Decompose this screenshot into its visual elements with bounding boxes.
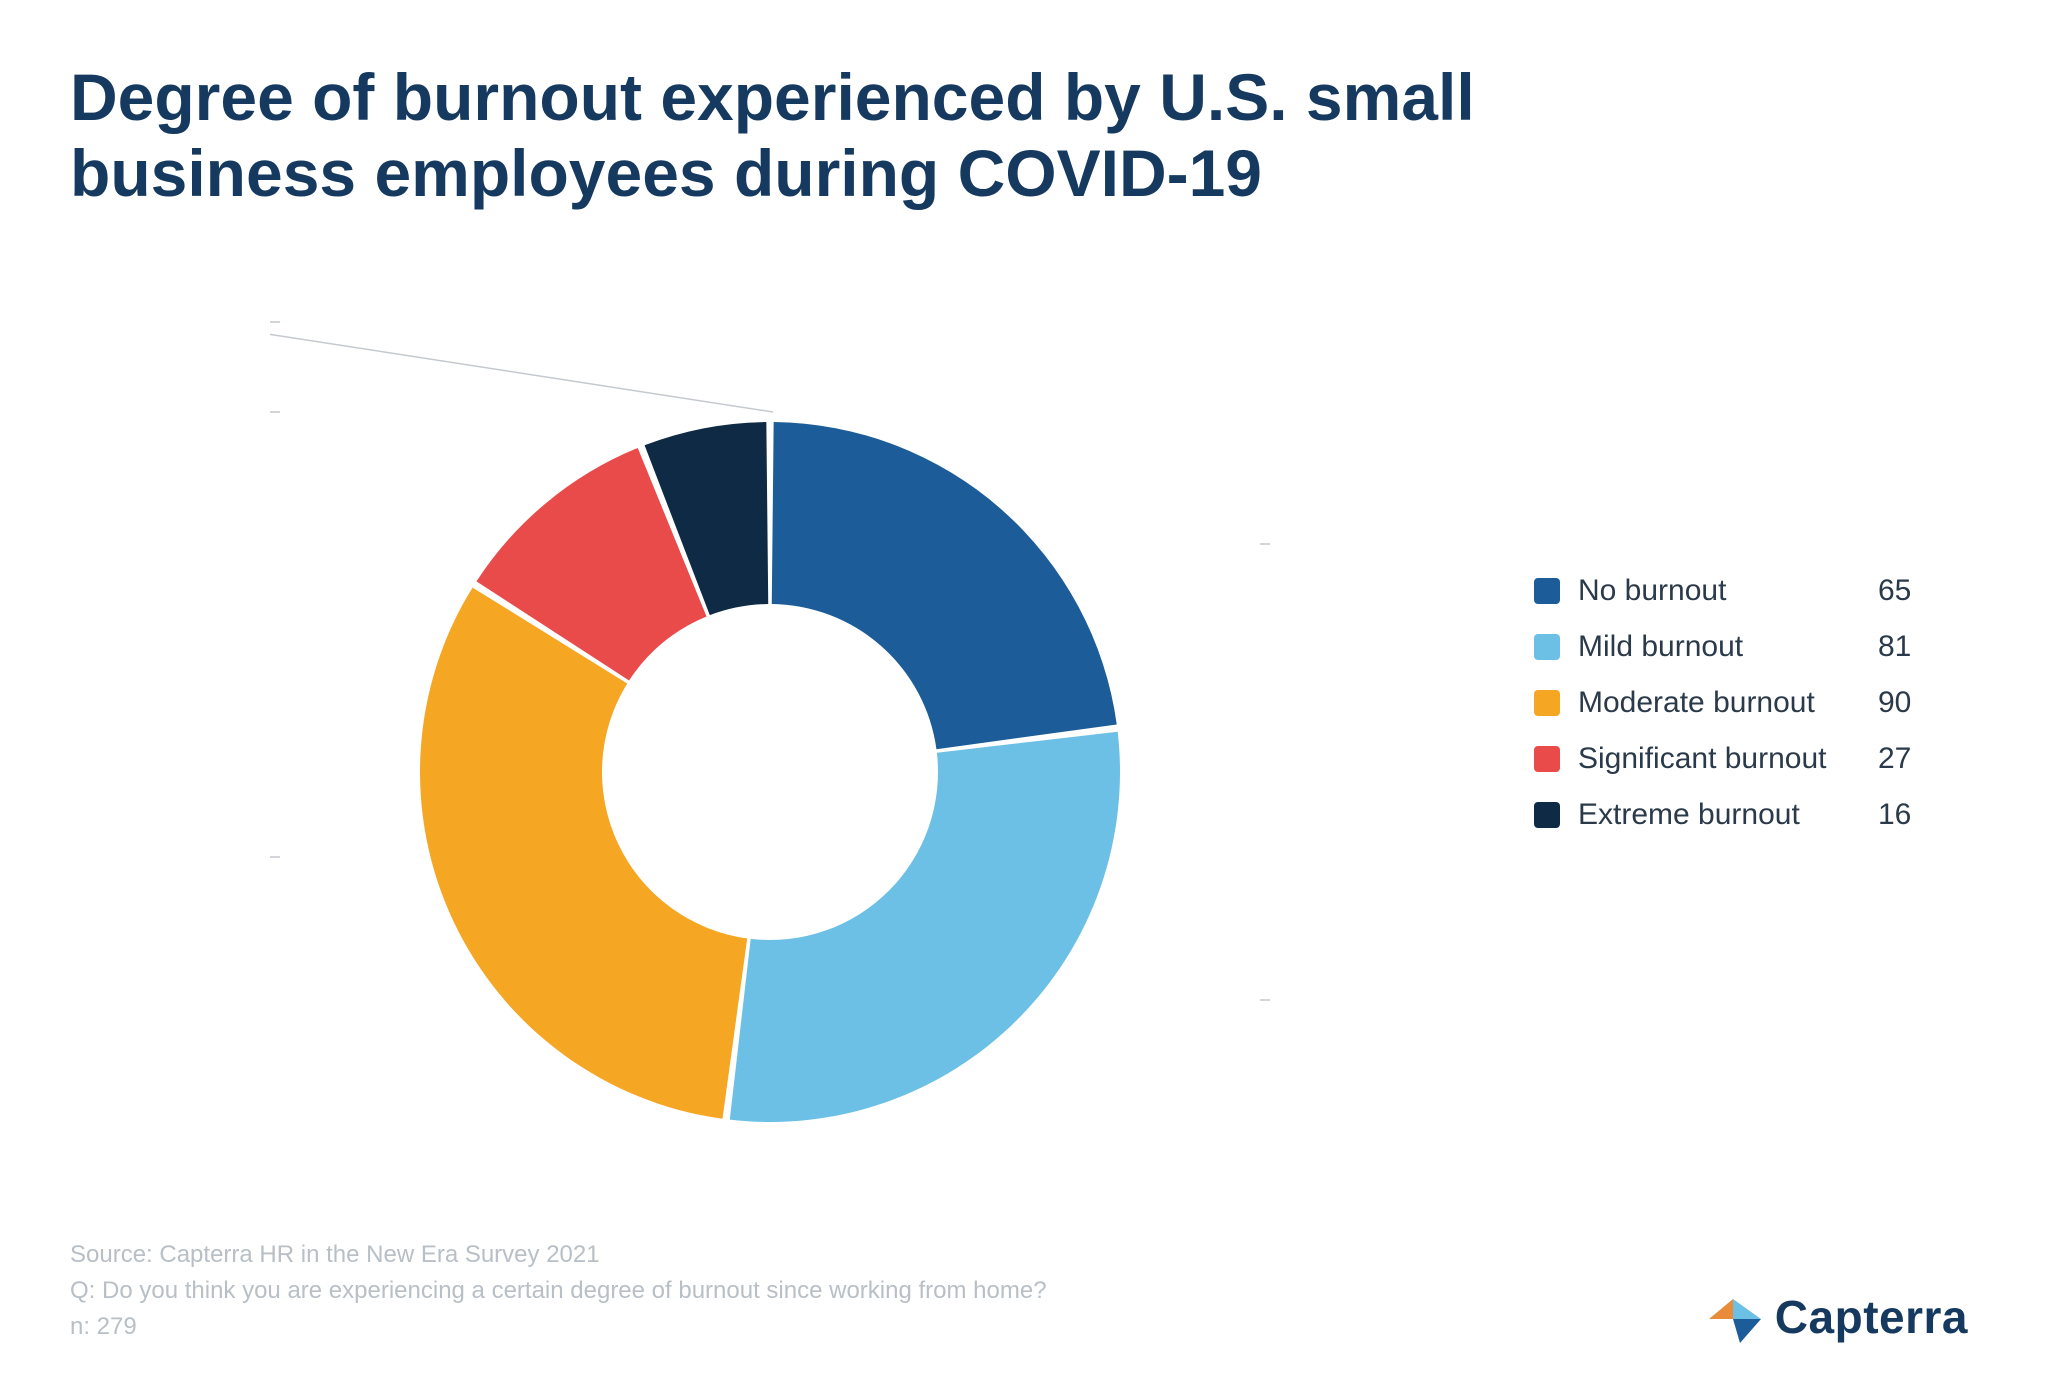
donut-chart: 23%29%32%10%6% — [270, 272, 1270, 1272]
legend-item: Mild burnout81 — [1534, 630, 1938, 664]
legend-value: 27 — [1878, 742, 1938, 776]
legend-swatch — [1534, 634, 1560, 660]
footer-source: Source: Capterra HR in the New Era Surve… — [70, 1237, 1047, 1273]
legend-label: Significant burnout — [1578, 742, 1878, 776]
donut-slice — [730, 732, 1120, 1122]
legend-label: Extreme burnout — [1578, 798, 1878, 832]
capterra-arrow-icon — [1707, 1289, 1763, 1345]
donut-slice — [420, 587, 747, 1118]
legend-item: Significant burnout27 — [1534, 742, 1938, 776]
legend-item: No burnout65 — [1534, 574, 1938, 608]
footer-n: n: 279 — [70, 1309, 1047, 1345]
legend-swatch — [1534, 690, 1560, 716]
legend-value: 65 — [1878, 574, 1938, 608]
legend-swatch — [1534, 578, 1560, 604]
footer-notes: Source: Capterra HR in the New Era Surve… — [70, 1237, 1047, 1345]
page: Degree of burnout experienced by U.S. sm… — [0, 0, 2048, 1400]
legend-value: 90 — [1878, 686, 1938, 720]
legend-item: Extreme burnout16 — [1534, 798, 1938, 832]
capterra-logo-text: Capterra — [1775, 1290, 1968, 1344]
chart-area: 23%29%32%10%6% No burnout65Mild burnout8… — [70, 252, 1978, 1252]
leader-line — [1260, 922, 1270, 1000]
capterra-logo: Capterra — [1707, 1289, 1968, 1345]
chart-title: Degree of burnout experienced by U.S. sm… — [70, 60, 1770, 212]
legend-swatch — [1534, 802, 1560, 828]
legend: No burnout65Mild burnout81Moderate burno… — [1534, 552, 1938, 854]
legend-item: Moderate burnout90 — [1534, 686, 1938, 720]
legend-value: 16 — [1878, 798, 1938, 832]
legend-label: Mild burnout — [1578, 630, 1878, 664]
legend-label: No burnout — [1578, 574, 1878, 608]
donut-slice — [772, 422, 1117, 749]
legend-value: 81 — [1878, 630, 1938, 664]
leader-line — [1260, 544, 1270, 627]
footer-question: Q: Do you think you are experiencing a c… — [70, 1273, 1047, 1309]
leader-line — [270, 322, 773, 412]
legend-swatch — [1534, 746, 1560, 772]
legend-label: Moderate burnout — [1578, 686, 1878, 720]
